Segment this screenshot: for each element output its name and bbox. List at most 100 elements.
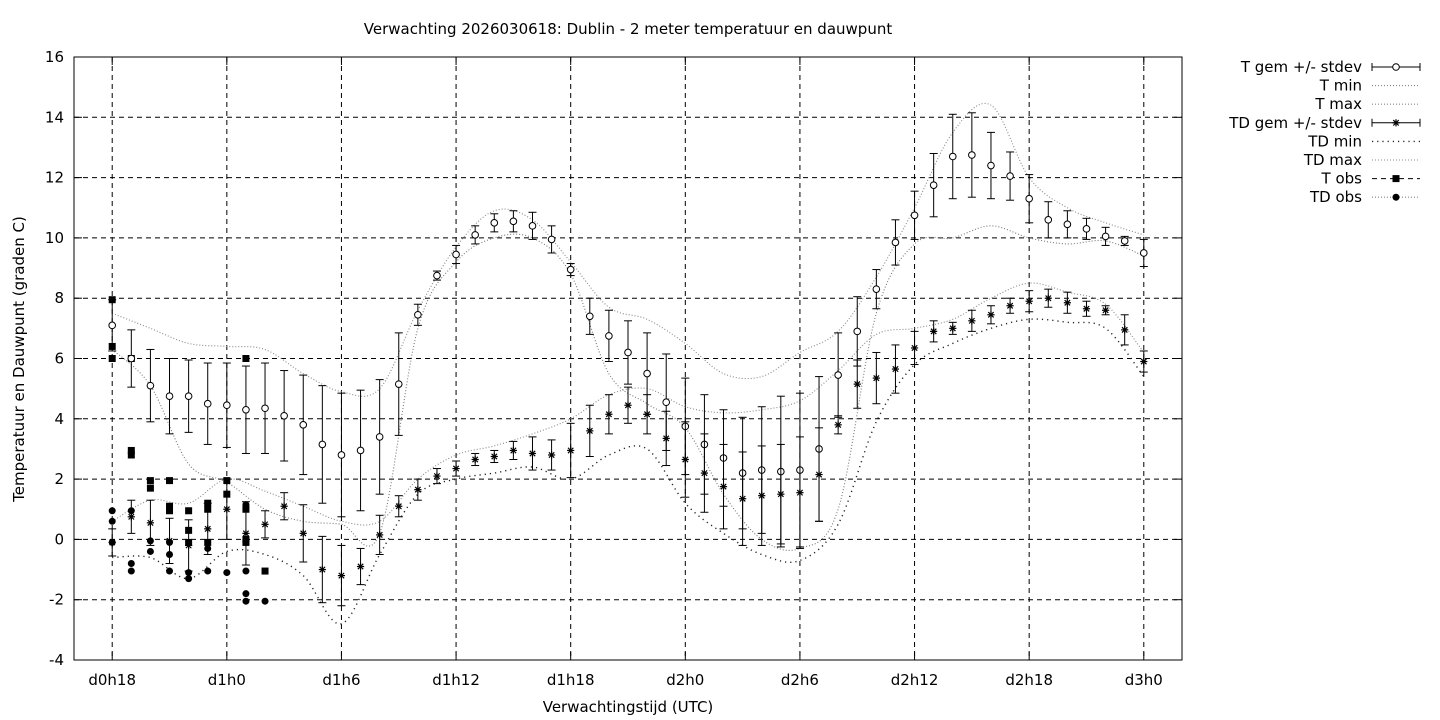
t-mean-marker bbox=[585, 312, 594, 321]
td-obs-marker bbox=[146, 547, 154, 555]
td-mean-marker bbox=[127, 513, 135, 521]
td-mean-marker bbox=[910, 344, 919, 352]
t-mean-marker bbox=[203, 399, 212, 408]
t-mean-marker bbox=[318, 440, 327, 449]
td-mean-marker bbox=[853, 380, 861, 388]
t-obs-marker bbox=[127, 451, 135, 459]
t-mean-marker bbox=[1044, 216, 1053, 224]
axis-ticks: -4 -2 0 2 4 6 8 10 12 14 16 d0h18 d1h0 d1h6 d1h12 d1h18… bbox=[45, 48, 1182, 689]
y-tick-label: 2 bbox=[54, 470, 64, 488]
legend-label: T obs bbox=[1321, 170, 1363, 188]
t-mean-marker bbox=[929, 181, 938, 189]
t-mean-marker bbox=[834, 371, 842, 379]
x-axis-label: Verwachtingstijd (UTC) bbox=[543, 698, 714, 716]
td-mean-marker bbox=[146, 519, 155, 527]
legend-marker bbox=[1392, 193, 1400, 201]
t-mean-marker bbox=[1006, 172, 1014, 180]
td-mean-marker bbox=[223, 505, 231, 513]
td-mean-marker bbox=[949, 324, 957, 332]
y-tick-label: -4 bbox=[49, 651, 64, 669]
td-obs-marker bbox=[108, 517, 116, 525]
td-mean-marker bbox=[624, 401, 632, 409]
td-mean-marker bbox=[605, 410, 613, 418]
td-mean-marker bbox=[1063, 299, 1071, 307]
td-mean-marker bbox=[337, 571, 346, 580]
td-min-line bbox=[112, 318, 1145, 625]
td-obs-marker bbox=[166, 567, 174, 575]
td-mean-marker bbox=[930, 327, 938, 335]
legend-marker bbox=[1392, 175, 1400, 183]
td-obs-marker bbox=[108, 507, 116, 515]
x-tick-label: d2h18 bbox=[1005, 671, 1053, 689]
td-mean-marker bbox=[987, 311, 995, 319]
t-obs-marker bbox=[242, 355, 250, 362]
t-mean-marker bbox=[127, 354, 136, 363]
t-obs-marker bbox=[166, 477, 174, 485]
td-mean-marker bbox=[739, 495, 747, 503]
td-mean-marker bbox=[318, 565, 326, 574]
td-obs-marker bbox=[242, 597, 250, 605]
y-axis-label: Temperatuur en Dauwpunt (graden C) bbox=[10, 216, 28, 503]
t-obs-marker bbox=[127, 446, 135, 454]
x-tick-label: d1h18 bbox=[547, 671, 595, 689]
y-tick-label: 0 bbox=[54, 530, 64, 548]
t-mean-marker bbox=[547, 235, 556, 244]
t-mean-marker bbox=[184, 392, 193, 400]
td-mean-marker bbox=[777, 490, 785, 498]
td-obs-marker bbox=[223, 569, 231, 577]
td-mean-marker bbox=[1044, 294, 1052, 302]
t-mean-marker bbox=[968, 151, 976, 159]
legend-marker bbox=[1392, 63, 1400, 71]
td-mean-marker bbox=[758, 492, 766, 500]
td-mean-marker bbox=[643, 410, 651, 418]
td-mean-marker bbox=[414, 486, 422, 494]
x-tick-label: d0h18 bbox=[88, 671, 136, 689]
t-mean-marker bbox=[337, 451, 346, 459]
td-mean-marker bbox=[261, 520, 269, 528]
y-tick-label: -2 bbox=[49, 591, 64, 609]
legend-label: TD gem +/- stdev bbox=[1228, 114, 1362, 132]
t-mean-marker bbox=[662, 398, 671, 407]
td-mean-marker bbox=[1082, 305, 1091, 313]
td-obs-marker bbox=[127, 567, 135, 575]
x-tick-label: d2h0 bbox=[666, 671, 704, 689]
td-mean-marker bbox=[719, 483, 728, 491]
t-mean-marker bbox=[394, 380, 403, 388]
x-tick-label: d2h6 bbox=[781, 671, 819, 689]
t-mean-marker bbox=[624, 348, 632, 357]
t-mean-marker bbox=[223, 401, 231, 410]
t-mean-marker bbox=[490, 219, 499, 227]
td-mean-marker bbox=[242, 529, 250, 537]
x-tick-label: d1h12 bbox=[432, 671, 480, 689]
legend-marker bbox=[1392, 119, 1400, 127]
t-obs-marker bbox=[185, 507, 193, 515]
t-mean-marker bbox=[643, 369, 651, 378]
t-mean-marker bbox=[1120, 237, 1129, 245]
td-mean-marker bbox=[1006, 302, 1014, 310]
td-mean-marker bbox=[567, 446, 575, 455]
t-mean-marker bbox=[910, 211, 919, 220]
t-mean-marker bbox=[1063, 220, 1072, 229]
t-mean-marker bbox=[433, 271, 441, 280]
t-obs-marker bbox=[146, 484, 154, 492]
legend-label: TD obs bbox=[1309, 188, 1362, 206]
t-mean-marker bbox=[509, 217, 518, 226]
td-mean-marker bbox=[356, 562, 365, 571]
t-mean-marker bbox=[165, 392, 174, 400]
td-mean-marker bbox=[872, 374, 880, 382]
x-tick-label: d1h0 bbox=[208, 671, 246, 689]
legend-label: T max bbox=[1314, 95, 1362, 113]
y-tick-label: 10 bbox=[45, 229, 64, 247]
td-mean-marker bbox=[547, 451, 556, 459]
t-obs-marker bbox=[166, 507, 174, 515]
t-mean-marker bbox=[987, 161, 995, 170]
x-tick-label: d1h6 bbox=[322, 671, 360, 689]
td-mean-marker bbox=[528, 449, 537, 458]
t-mean-marker bbox=[242, 405, 250, 414]
td-mean-marker bbox=[395, 502, 403, 510]
td-mean-marker bbox=[891, 365, 900, 373]
td-mean-marker bbox=[165, 537, 174, 545]
error-bars bbox=[108, 112, 1148, 607]
